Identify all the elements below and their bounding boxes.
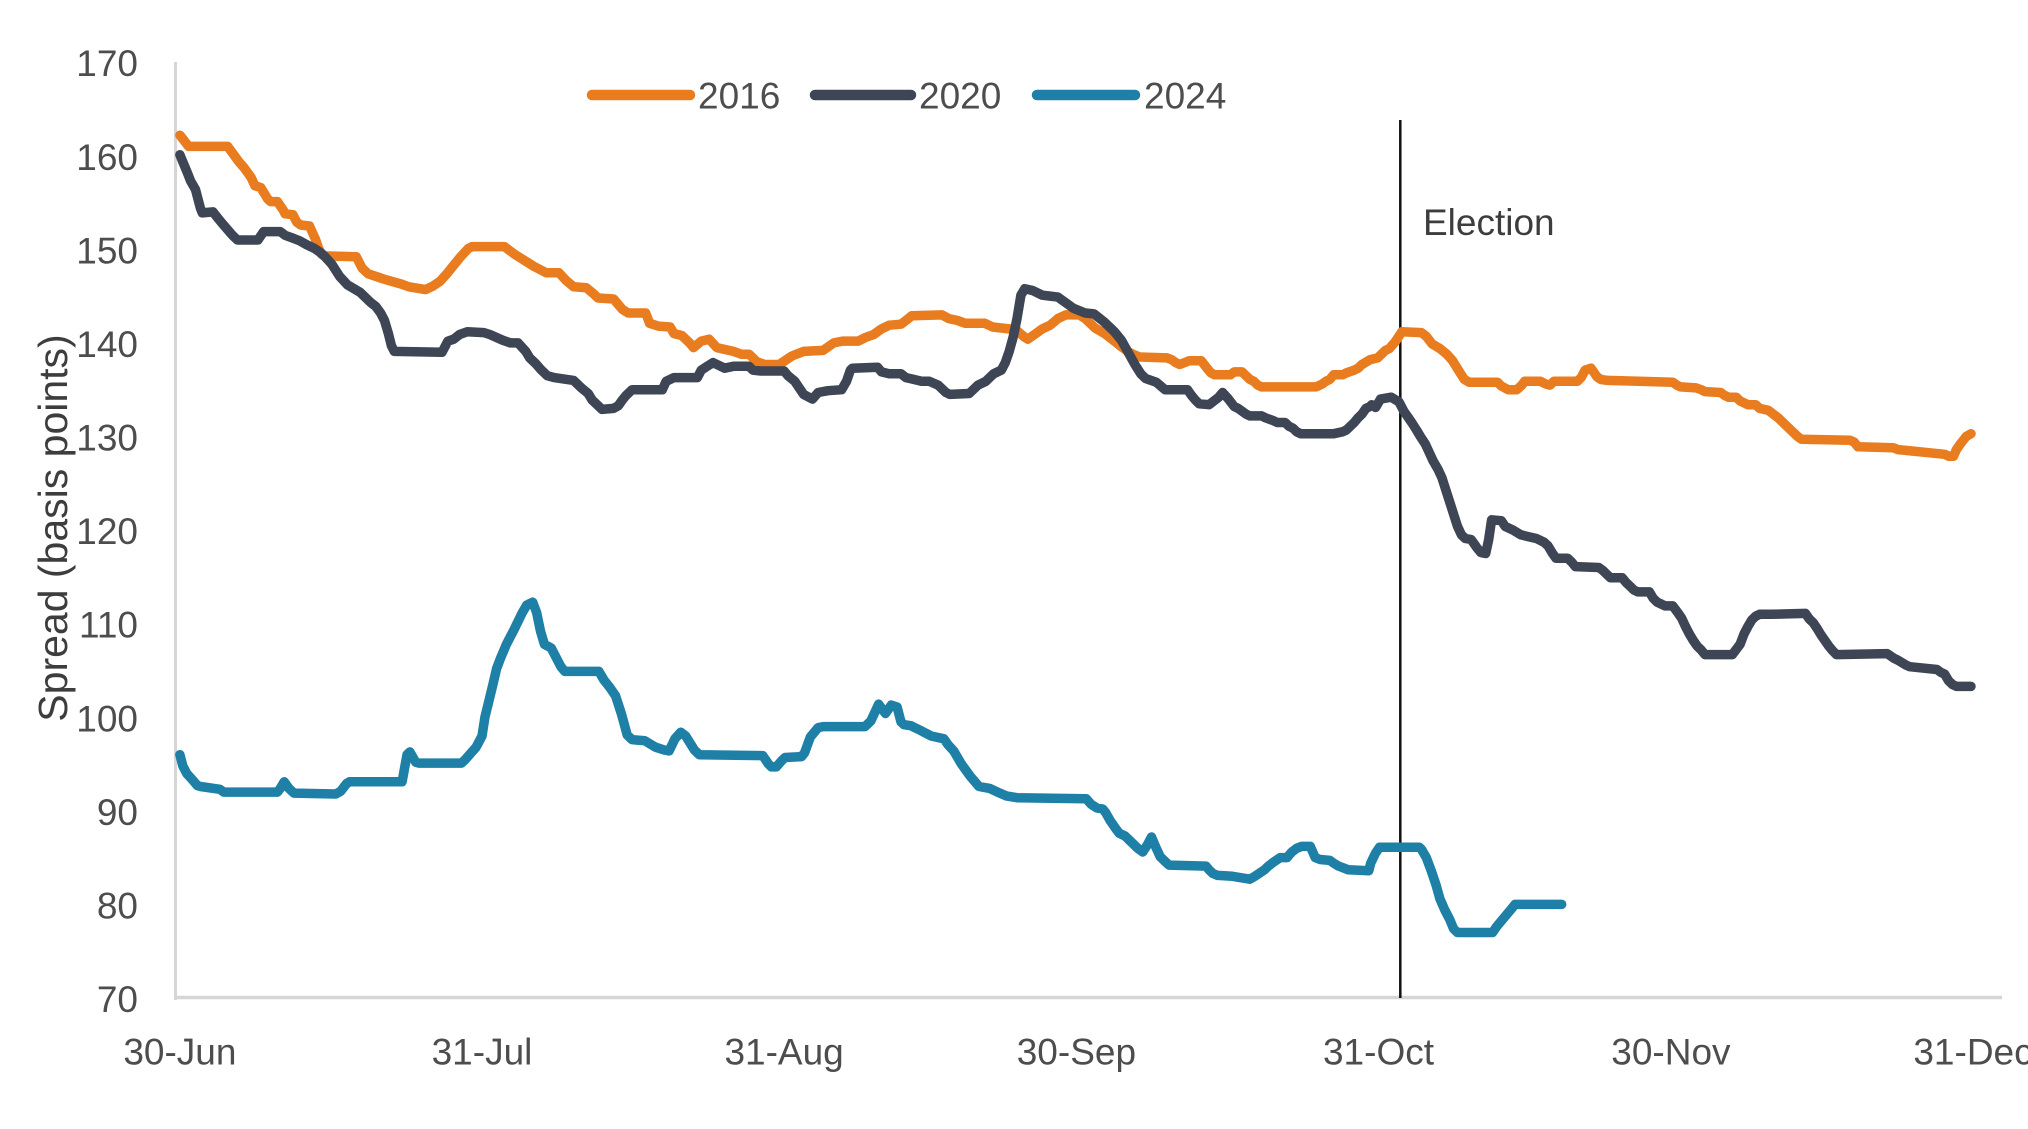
svg-text:160: 160 [76, 137, 138, 178]
svg-text:2024: 2024 [1144, 76, 1226, 117]
svg-text:80: 80 [97, 885, 138, 926]
svg-text:Election: Election [1423, 202, 1555, 243]
svg-text:2016: 2016 [698, 76, 780, 117]
svg-text:30-Jun: 30-Jun [123, 1032, 236, 1073]
svg-text:30-Nov: 30-Nov [1611, 1032, 1731, 1073]
svg-text:2020: 2020 [919, 76, 1001, 117]
svg-text:70: 70 [97, 979, 138, 1020]
svg-text:30-Sep: 30-Sep [1017, 1032, 1136, 1073]
svg-text:130: 130 [76, 418, 138, 459]
svg-text:31-Jul: 31-Jul [432, 1032, 533, 1073]
svg-text:90: 90 [97, 792, 138, 833]
svg-text:140: 140 [76, 324, 138, 365]
svg-text:120: 120 [76, 511, 138, 552]
svg-text:100: 100 [76, 698, 138, 739]
svg-text:Spread (basis points): Spread (basis points) [30, 334, 76, 721]
svg-text:31-Dec: 31-Dec [1913, 1032, 2028, 1073]
svg-text:150: 150 [76, 230, 138, 271]
svg-text:31-Oct: 31-Oct [1323, 1032, 1435, 1073]
svg-text:170: 170 [76, 43, 138, 84]
svg-text:110: 110 [79, 605, 138, 646]
svg-text:31-Aug: 31-Aug [724, 1032, 843, 1073]
